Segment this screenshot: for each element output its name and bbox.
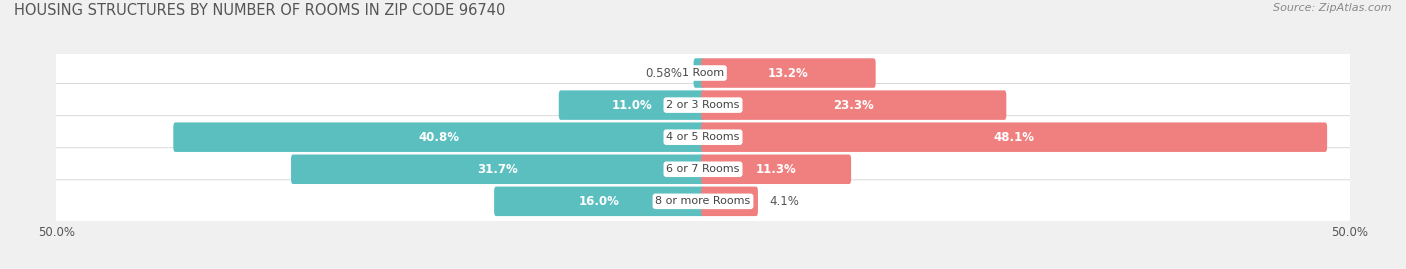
Text: 2 or 3 Rooms: 2 or 3 Rooms bbox=[666, 100, 740, 110]
FancyBboxPatch shape bbox=[702, 154, 851, 184]
FancyBboxPatch shape bbox=[702, 187, 758, 216]
FancyBboxPatch shape bbox=[494, 187, 704, 216]
Text: 11.3%: 11.3% bbox=[755, 163, 796, 176]
Text: 23.3%: 23.3% bbox=[834, 99, 875, 112]
Text: 4.1%: 4.1% bbox=[769, 195, 799, 208]
Text: 1 Room: 1 Room bbox=[682, 68, 724, 78]
FancyBboxPatch shape bbox=[52, 116, 1354, 159]
Text: Source: ZipAtlas.com: Source: ZipAtlas.com bbox=[1274, 3, 1392, 13]
Text: 0.58%: 0.58% bbox=[645, 66, 682, 80]
FancyBboxPatch shape bbox=[52, 84, 1354, 127]
Text: 31.7%: 31.7% bbox=[478, 163, 519, 176]
Text: 11.0%: 11.0% bbox=[612, 99, 652, 112]
FancyBboxPatch shape bbox=[702, 90, 1007, 120]
Text: 6 or 7 Rooms: 6 or 7 Rooms bbox=[666, 164, 740, 174]
FancyBboxPatch shape bbox=[52, 180, 1354, 223]
Text: 13.2%: 13.2% bbox=[768, 66, 808, 80]
Text: 40.8%: 40.8% bbox=[419, 131, 460, 144]
Text: 48.1%: 48.1% bbox=[994, 131, 1035, 144]
Text: 8 or more Rooms: 8 or more Rooms bbox=[655, 196, 751, 206]
FancyBboxPatch shape bbox=[702, 122, 1327, 152]
FancyBboxPatch shape bbox=[52, 52, 1354, 94]
Text: HOUSING STRUCTURES BY NUMBER OF ROOMS IN ZIP CODE 96740: HOUSING STRUCTURES BY NUMBER OF ROOMS IN… bbox=[14, 3, 505, 18]
Text: 16.0%: 16.0% bbox=[579, 195, 620, 208]
FancyBboxPatch shape bbox=[291, 154, 704, 184]
FancyBboxPatch shape bbox=[702, 58, 876, 88]
FancyBboxPatch shape bbox=[693, 58, 704, 88]
FancyBboxPatch shape bbox=[173, 122, 704, 152]
FancyBboxPatch shape bbox=[52, 148, 1354, 191]
Text: 4 or 5 Rooms: 4 or 5 Rooms bbox=[666, 132, 740, 142]
FancyBboxPatch shape bbox=[558, 90, 704, 120]
